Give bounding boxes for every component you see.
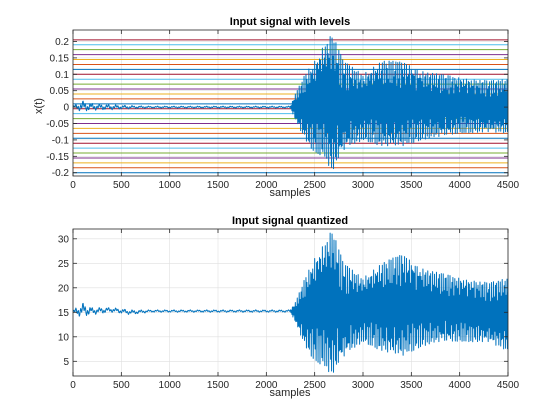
data-layer <box>73 36 508 174</box>
axes-box <box>72 29 509 177</box>
x-tick-label: 0 <box>70 380 76 391</box>
x-tick-label: 2500 <box>304 180 327 191</box>
subplot-input-signal-quantized: Input signal quantized samples 0 500 1000 1… <box>58 215 520 399</box>
x-tick-label: 3000 <box>352 180 375 191</box>
x-tick-label: 2500 <box>304 380 327 391</box>
y-tick-label: 0 <box>63 103 69 114</box>
y-tick-label: -0.15 <box>46 152 69 163</box>
y-tick-label: 25 <box>58 259 70 270</box>
axes-box <box>72 228 509 377</box>
x-tick-label: 4000 <box>449 380 472 391</box>
x-tick-label: 1500 <box>207 180 230 191</box>
x-tick-label: 1000 <box>159 180 182 191</box>
x-tick-label: 2000 <box>255 380 278 391</box>
x-tick-label: 3500 <box>400 180 423 191</box>
chart-title: Input signal with levels <box>230 16 350 28</box>
subplot-input-signal-with-levels: Input signal with levels x(t) samples 0 5… <box>33 16 520 199</box>
x-tick-label: 0 <box>70 180 76 191</box>
data-layer <box>73 232 508 373</box>
y-tick-label: 0.2 <box>55 37 69 48</box>
y-tick-label: -0.2 <box>52 168 70 179</box>
x-tick-label: 3500 <box>400 380 423 391</box>
x-tick-label: 2000 <box>255 180 278 191</box>
x-tick-label: 1500 <box>207 380 230 391</box>
y-tick-label: -0.05 <box>46 119 69 130</box>
y-tick-label: 0.05 <box>50 86 70 97</box>
x-axis-label: samples <box>270 187 311 199</box>
x-tick-label: 500 <box>113 180 130 191</box>
x-tick-label: 500 <box>113 380 130 391</box>
y-tick-label: 10 <box>58 332 70 343</box>
y-tick-label: 30 <box>58 234 70 245</box>
signal-series-line <box>73 36 508 170</box>
x-tick-label: 3000 <box>352 380 375 391</box>
y-tick-label: 0.15 <box>50 53 70 64</box>
x-axis-label: samples <box>270 387 311 399</box>
y-tick-label: -0.1 <box>52 135 70 146</box>
y-tick-label: 20 <box>58 283 70 294</box>
y-tick-label: 0.1 <box>55 70 69 81</box>
x-tick-label: 4500 <box>497 180 520 191</box>
x-tick-label: 4000 <box>449 180 472 191</box>
y-tick-label: 15 <box>58 308 70 319</box>
x-tick-label: 4500 <box>497 380 520 391</box>
signal-series-line <box>73 232 508 373</box>
y-tick-label: 5 <box>63 357 69 368</box>
chart-title: Input signal quantized <box>232 215 348 227</box>
y-axis-label: x(t) <box>33 98 45 114</box>
x-tick-label: 1000 <box>159 380 182 391</box>
